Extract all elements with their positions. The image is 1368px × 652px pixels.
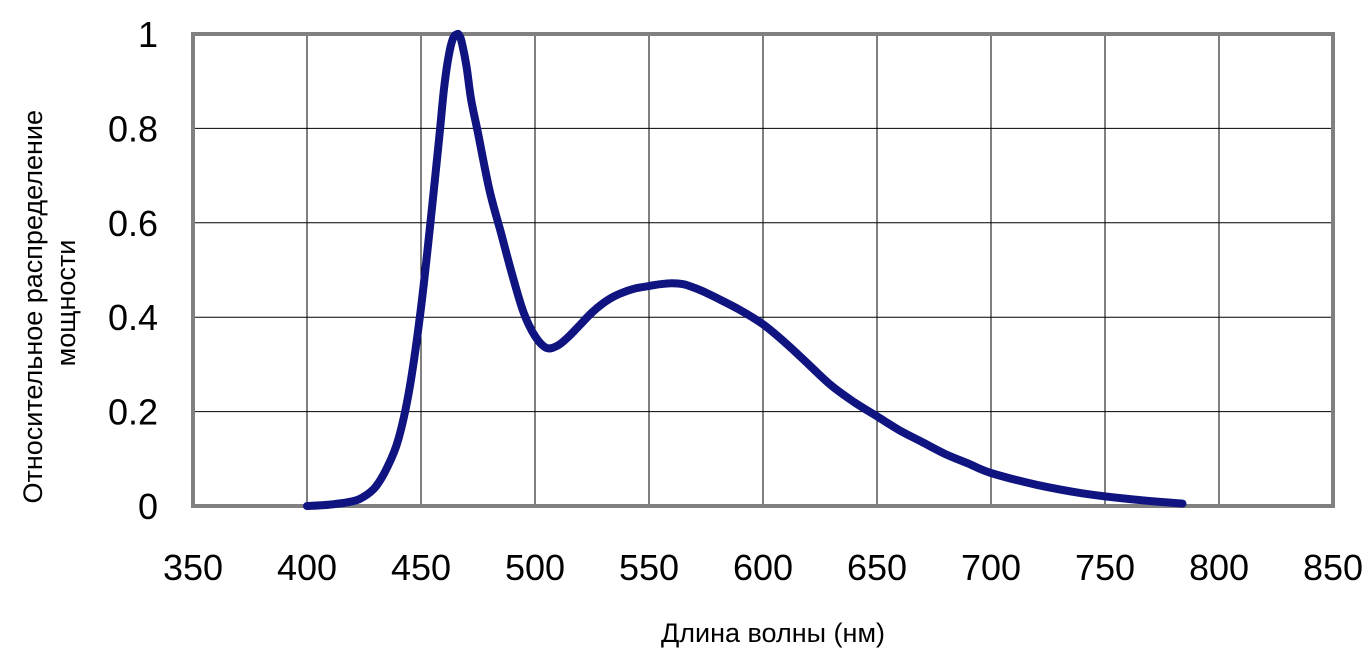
- y-tick-label: 0.4: [108, 297, 158, 338]
- x-tick-label: 650: [847, 547, 907, 588]
- x-axis-tick-labels: 350 400 450 500 550 600 650 700 750 800 850: [163, 547, 1363, 588]
- x-tick-label: 400: [277, 547, 337, 588]
- y-tick-label: 0.6: [108, 203, 158, 244]
- grid-lines: [193, 34, 1333, 506]
- y-axis-title-line-2: мощности: [51, 240, 81, 367]
- spectrum-series-line: [303, 29, 1187, 510]
- y-tick-label: 0.2: [108, 392, 158, 433]
- plot-area-frame: [191, 32, 1335, 508]
- x-tick-label: 700: [961, 547, 1021, 588]
- x-tick-label: 550: [619, 547, 679, 588]
- x-axis-title: Длина волны (нм): [661, 618, 885, 648]
- y-tick-label: 1: [138, 14, 158, 55]
- x-tick-label: 500: [505, 547, 565, 588]
- y-tick-label: 0: [138, 486, 158, 527]
- y-axis-title: Относительное распределение мощности: [18, 102, 81, 503]
- x-tick-label: 850: [1303, 547, 1363, 588]
- y-axis-tick-labels: 0 0.2 0.4 0.6 0.8 1: [108, 14, 158, 527]
- x-tick-label: 750: [1075, 547, 1135, 588]
- x-tick-label: 600: [733, 547, 793, 588]
- y-tick-label: 0.8: [108, 108, 158, 149]
- x-tick-label: 450: [391, 547, 451, 588]
- y-axis-title-line-1: Относительное распределение: [18, 110, 48, 504]
- x-tick-label: 800: [1189, 547, 1249, 588]
- x-tick-label: 350: [163, 547, 223, 588]
